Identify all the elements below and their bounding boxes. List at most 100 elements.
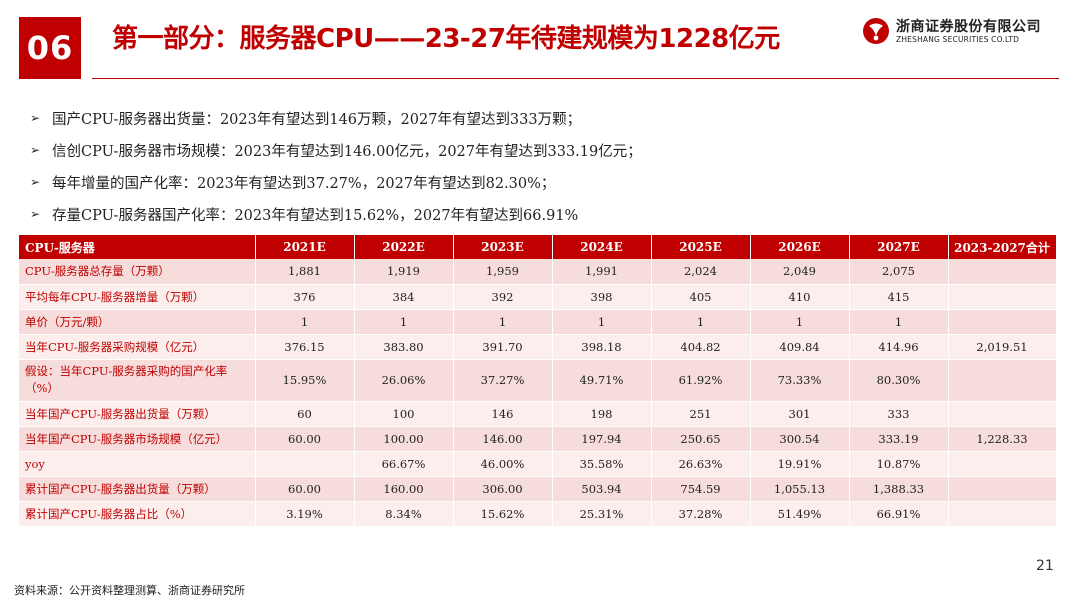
table-cell: 376.15 (255, 334, 355, 360)
table-row: 当年国产CPU-服务器出货量（万颗） 60 100 146 198 251 301 333 (19, 401, 1057, 427)
table-cell: 333.19 (849, 426, 949, 452)
table-cell: 300.54 (750, 426, 850, 452)
table-cell: 197.94 (552, 426, 652, 452)
bullet-item: ➢ 国产CPU-服务器出货量：2023年有望达到146万颗，2027年有望达到33… (30, 102, 642, 134)
table-cell (948, 451, 1057, 477)
table-cell: 146.00 (453, 426, 553, 452)
table-cell: 410 (750, 284, 850, 310)
row-label: 当年国产CPU-服务器出货量（万颗） (19, 401, 256, 427)
bullet-item: ➢ 信创CPU-服务器市场规模：2023年有望达到146.00亿元，2027年有望… (30, 134, 642, 166)
table-cell: 405 (651, 284, 751, 310)
table-cell: 384 (354, 284, 454, 310)
table-cell: 61.92% (651, 359, 751, 402)
table-row: 当年国产CPU-服务器市场规模（亿元） 60.00 100.00 146.00 197.… (19, 426, 1057, 452)
page-number: 21 (1036, 558, 1054, 574)
table-row: 单价（万元/颗） 1 1 1 1 1 1 1 (19, 309, 1057, 335)
table-cell: 66.67% (354, 451, 454, 477)
source-note: 资料来源：公开资料整理测算、浙商证券研究所 (14, 584, 245, 597)
table-cell: 1,228.33 (948, 426, 1057, 452)
table-row: 累计国产CPU-服务器出货量（万颗） 60.00 160.00 306.00 503.9… (19, 476, 1057, 502)
bullet-text: 国产CPU-服务器出货量：2023年有望达到146万颗，2027年有望达到333… (52, 111, 582, 128)
table-cell: 1,959 (453, 259, 553, 285)
table-cell: 415 (849, 284, 949, 310)
table-cell: 19.91% (750, 451, 850, 477)
logo-text-cn: 浙商证券股份有限公司 (896, 19, 1041, 35)
table-cell: 100 (354, 401, 454, 427)
table-cell (948, 309, 1057, 335)
table-cell: 392 (453, 284, 553, 310)
table-cell (948, 476, 1057, 502)
table-cell: 2,049 (750, 259, 850, 285)
arrow-bullet-icon: ➢ (30, 207, 41, 221)
title-divider (92, 78, 1059, 79)
table-cell: 25.31% (552, 501, 652, 527)
table-cell: 383.80 (354, 334, 454, 360)
table-cell: 2,019.51 (948, 334, 1057, 360)
table-row: yoy 66.67% 46.00% 35.58% 26.63% 19.91% 10.87% (19, 451, 1057, 477)
bullet-item: ➢ 存量CPU-服务器国产化率：2023年有望达到15.62%，2027年有望达到… (30, 198, 642, 230)
table-cell: 15.95% (255, 359, 355, 402)
table-cell: 391.70 (453, 334, 553, 360)
row-label: 当年CPU-服务器采购规模（亿元） (19, 334, 256, 360)
row-label: 单价（万元/颗） (19, 309, 256, 335)
row-label: 当年国产CPU-服务器市场规模（亿元） (19, 426, 256, 452)
arrow-bullet-icon: ➢ (30, 175, 41, 189)
table-cell: 198 (552, 401, 652, 427)
table-cell: 1 (849, 309, 949, 335)
table-cell (948, 284, 1057, 310)
table-cell: 49.71% (552, 359, 652, 402)
table-cell: 1,991 (552, 259, 652, 285)
table-cell: 60.00 (255, 426, 355, 452)
table-cell: 301 (750, 401, 850, 427)
table-cell: 1,055.13 (750, 476, 850, 502)
row-label: CPU-服务器总存量（万颗） (19, 259, 256, 285)
table-row: 累计国产CPU-服务器占比（%） 3.19% 8.34% 15.62% 25.31% 37… (19, 501, 1057, 527)
table-cell: 1,919 (354, 259, 454, 285)
table-cell: 46.00% (453, 451, 553, 477)
table-cell: 409.84 (750, 334, 850, 360)
table-cell (948, 259, 1057, 285)
row-label: 累计国产CPU-服务器占比（%） (19, 501, 256, 527)
arrow-bullet-icon: ➢ (30, 111, 41, 125)
logo-text-en: ZHESHANG SECURITIES CO.LTD (896, 35, 1020, 44)
table-cell: 73.33% (750, 359, 850, 402)
table-cell: 1 (750, 309, 850, 335)
table-cell: 1 (255, 309, 355, 335)
bullet-item: ➢ 每年增量的国产化率：2023年有望达到37.27%，2027年有望达到82.3… (30, 166, 642, 198)
row-label: 累计国产CPU-服务器出货量（万颗） (19, 476, 256, 502)
table-cell: 333 (849, 401, 949, 427)
table-cell (255, 451, 355, 477)
bullet-text: 每年增量的国产化率：2023年有望达到37.27%，2027年有望达到82.30… (52, 175, 556, 192)
table-cell: 37.27% (453, 359, 553, 402)
column-header: 2021E (255, 235, 355, 259)
column-header: CPU-服务器 (19, 235, 256, 259)
column-header: 2026E (750, 235, 850, 259)
column-header: 2027E (849, 235, 949, 259)
company-logo: 浙商证券股份有限公司 ZHESHANG SECURITIES CO.LTD (862, 15, 1062, 51)
table-cell: 10.87% (849, 451, 949, 477)
table-cell: 376 (255, 284, 355, 310)
table-cell: 250.65 (651, 426, 751, 452)
table-row: 平均每年CPU-服务器增量（万颗） 376 384 392 398 405 410 415 (19, 284, 1057, 310)
table-cell: 1 (552, 309, 652, 335)
row-label: 平均每年CPU-服务器增量（万颗） (19, 284, 256, 310)
table-cell: 398.18 (552, 334, 652, 360)
table-cell: 26.63% (651, 451, 751, 477)
table-cell: 80.30% (849, 359, 949, 402)
page-title: 第一部分：服务器CPU——23-27年待建规模为1228亿元 (112, 24, 780, 54)
table-cell: 26.06% (354, 359, 454, 402)
cpu-server-forecast-table: CPU-服务器 2021E 2022E 2023E 2024E 2025E 20… (19, 235, 1057, 527)
table-cell: 60 (255, 401, 355, 427)
bullet-text: 存量CPU-服务器国产化率：2023年有望达到15.62%，2027年有望达到6… (52, 207, 579, 224)
table-cell: 503.94 (552, 476, 652, 502)
table-cell (948, 501, 1057, 527)
table-cell: 51.49% (750, 501, 850, 527)
table-cell: 1,388.33 (849, 476, 949, 502)
row-label: 假设：当年CPU-服务器采购的国产化率（%） (19, 359, 256, 402)
table-cell (948, 401, 1057, 427)
row-label: yoy (19, 451, 256, 477)
table-cell: 15.62% (453, 501, 553, 527)
table-cell: 1 (354, 309, 454, 335)
table-cell: 3.19% (255, 501, 355, 527)
column-header: 2024E (552, 235, 652, 259)
